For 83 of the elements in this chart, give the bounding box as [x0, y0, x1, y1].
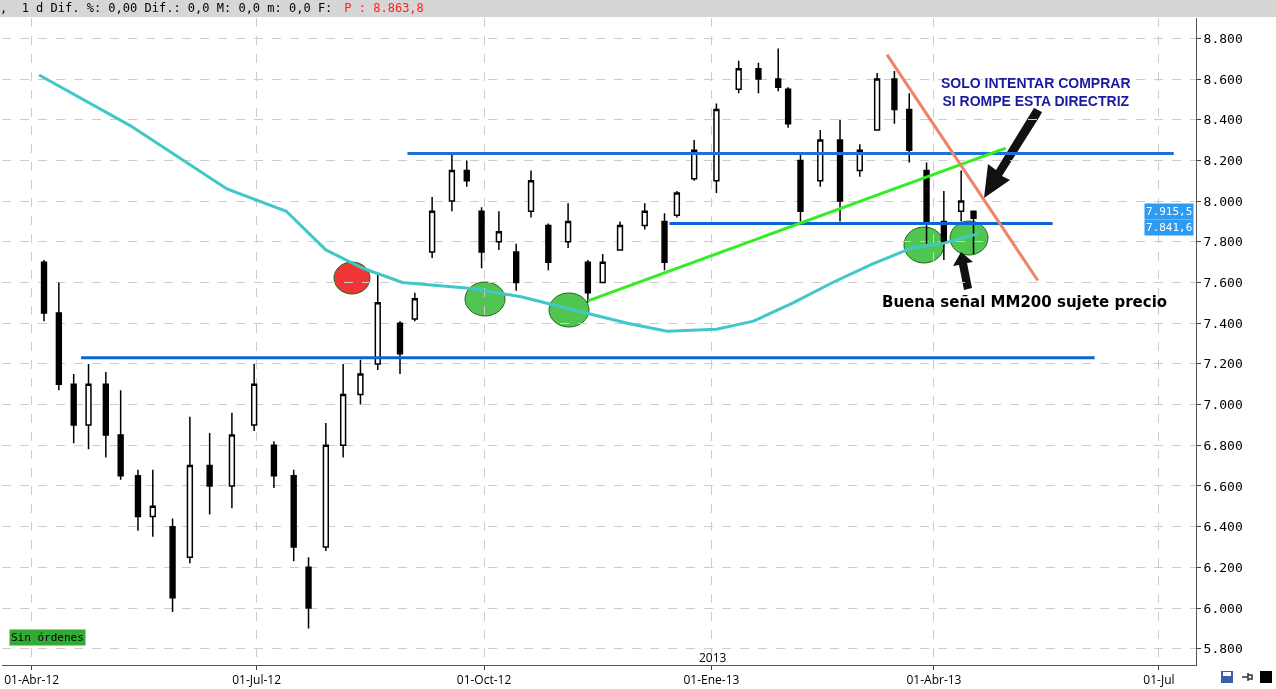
y-tick-label: 6.200: [1203, 559, 1243, 575]
y-tick-label: 5.800: [1203, 641, 1243, 657]
candlestick: [661, 212, 668, 272]
x-tick-label: 01-Oct-12: [456, 671, 512, 689]
y-tick-label: 7.200: [1203, 356, 1243, 372]
candlestick: [775, 47, 782, 92]
candlestick: [616, 220, 624, 251]
candlestick: [290, 468, 297, 562]
candlestick: [463, 159, 470, 188]
x-tick-label: 01-Jul: [1143, 671, 1175, 689]
candlestick: [102, 371, 109, 459]
candlestick: [117, 389, 124, 481]
x-tick-label: 01-Ene-13: [683, 671, 740, 689]
annotation: 2013: [699, 649, 727, 666]
candlestick: [495, 210, 503, 251]
x-tick-label: 01-Jul-12: [232, 671, 282, 689]
annotation: Sin órdenes: [11, 631, 84, 644]
candlestick: [149, 468, 156, 538]
candlestick: [599, 253, 606, 284]
candlestick: [940, 190, 948, 261]
candlestick: [357, 359, 364, 406]
candlestick: [169, 517, 176, 613]
x-tick-label: 01-Abr-12: [4, 671, 60, 689]
candlestick: [527, 169, 535, 219]
candlestick: [448, 153, 456, 213]
candlestick: [206, 432, 213, 516]
candlestick: [797, 153, 804, 223]
candlestick: [270, 440, 278, 489]
candlestick: [817, 129, 824, 188]
y-tick-label: 8.400: [1203, 112, 1243, 128]
candlestick: [891, 70, 898, 125]
candlestick: [735, 59, 742, 95]
candlestick: [322, 422, 330, 552]
candlestick: [584, 259, 592, 304]
candlestick: [906, 92, 913, 164]
x-tick-label: 01-Abr-13: [906, 671, 962, 689]
candlestick: [923, 161, 930, 245]
candlestick: [55, 281, 63, 392]
y-tick-label: 6.000: [1203, 600, 1243, 616]
candlestick: [428, 196, 436, 259]
candlestick: [513, 243, 520, 292]
y-tick-label: 8.800: [1203, 30, 1243, 46]
candlestick: [305, 556, 312, 630]
candlestick: [228, 411, 236, 510]
candlestick: [411, 291, 418, 322]
y-tick-label: 8.000: [1203, 193, 1243, 209]
candlestick: [186, 416, 194, 565]
candlestick: [970, 210, 977, 255]
candlestick: [755, 62, 762, 95]
candlestick: [250, 363, 258, 432]
candlestick: [85, 363, 92, 451]
y-tick-label: 7.400: [1203, 315, 1243, 331]
y-tick-label: 6.400: [1203, 519, 1243, 535]
y-tick-label: 6.800: [1203, 437, 1243, 453]
candlestick: [784, 86, 792, 129]
candlestick: [134, 468, 142, 532]
candlestick: [545, 222, 552, 272]
y-tick-label: 8.200: [1203, 152, 1243, 168]
candlestick: [836, 118, 844, 223]
candlestick: [691, 139, 698, 182]
y-tick-label: 7.800: [1203, 234, 1243, 250]
candlestick: [374, 273, 381, 371]
chart-subtitle: P : 8.863,8: [344, 1, 424, 15]
annotation: 7.841,6: [1146, 221, 1193, 234]
candlestick: [478, 206, 485, 269]
candlestick: [70, 373, 77, 444]
y-tick-label: 8.600: [1203, 71, 1243, 87]
annotation: 7.915,5: [1146, 205, 1193, 218]
y-tick-label: 6.600: [1203, 478, 1243, 494]
candlestick: [396, 320, 404, 375]
y-tick-label: 7.000: [1203, 397, 1243, 413]
candlestick: [339, 363, 347, 459]
candlestick: [40, 259, 48, 322]
y-tick-label: 7.600: [1203, 275, 1243, 291]
annotation: Buena señal MM200 sujete precio: [882, 293, 1168, 311]
chart-title: , 1 d Dif. %: 0,00 Dif.: 0,0 M: 0,0 m: 0,0 F:: [0, 1, 333, 15]
annotation: SOLO INTENTAR COMPRAR SI ROMPE ESTA DIRECTRIZ: [941, 75, 1131, 110]
candlestick: [564, 202, 572, 249]
candlestick: [873, 72, 881, 131]
candlestick: [957, 169, 965, 223]
candlestick: [641, 202, 648, 231]
candlestick: [713, 102, 720, 194]
candlestick: [673, 190, 681, 219]
